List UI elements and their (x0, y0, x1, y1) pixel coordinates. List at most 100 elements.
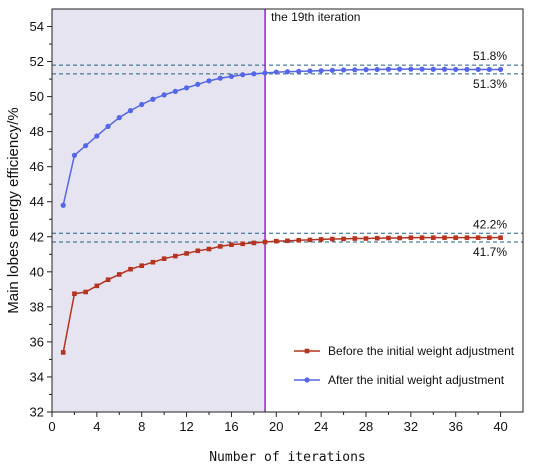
data-point (408, 235, 414, 240)
vertical-marker-label: the 19th iteration (271, 10, 360, 24)
data-point (363, 67, 369, 73)
data-point (386, 235, 391, 241)
x-tick-label: 0 (48, 419, 55, 434)
data-point (173, 253, 178, 259)
legend-label: Before the initial weight adjustment (328, 344, 515, 358)
data-point (116, 272, 122, 277)
data-point (419, 235, 425, 240)
data-point (105, 277, 111, 283)
data-point (475, 235, 481, 240)
data-point (262, 70, 268, 76)
y-tick-label: 32 (30, 405, 44, 420)
data-point (206, 78, 212, 84)
data-point (217, 244, 223, 249)
data-point (464, 66, 470, 73)
data-point (195, 81, 201, 87)
data-point (229, 242, 234, 247)
data-point (430, 66, 436, 72)
data-point (442, 235, 447, 240)
data-point (341, 236, 346, 242)
data-point (94, 133, 100, 139)
data-point (128, 266, 133, 272)
data-point (397, 66, 403, 72)
reference-lines: 51.8% 51.3% 42.2% 41.7% (52, 49, 523, 259)
data-point (330, 236, 335, 242)
data-point (83, 289, 88, 295)
y-tick-label: 52 (30, 54, 44, 69)
series-line-0 (62, 236, 501, 353)
data-point (453, 235, 459, 240)
data-point (307, 68, 313, 74)
x-axis: 0 4 8 12 16 20 24 28 32 36 40 (48, 412, 508, 434)
data-point (284, 69, 291, 75)
data-point (105, 123, 111, 129)
legend-marker (304, 348, 310, 354)
data-point (139, 101, 145, 108)
series-line-1 (62, 68, 501, 206)
x-axis-title: Number of iterations (209, 450, 366, 465)
legend-label: After the initial weight adjustment (328, 373, 505, 387)
data-point (83, 143, 89, 149)
data-point (475, 66, 481, 73)
legend-marker (304, 377, 310, 383)
data-point (251, 240, 257, 246)
data-point (363, 236, 369, 241)
data-point (183, 85, 190, 91)
data-point (329, 67, 335, 73)
x-tick-label: 4 (93, 419, 100, 434)
y-tick-label: 40 (30, 264, 44, 279)
data-point (385, 66, 392, 72)
x-tick-label: 28 (359, 419, 373, 434)
reference-label-0: 51.8% (473, 49, 507, 63)
data-point (296, 237, 302, 243)
y-tick-label: 36 (30, 334, 44, 349)
data-point (352, 67, 358, 73)
data-point (307, 237, 313, 243)
y-axis: 32 34 36 38 40 42 44 46 48 50 52 54 (30, 19, 52, 420)
data-point (374, 66, 380, 73)
data-point (397, 235, 402, 241)
data-point (161, 92, 167, 98)
data-point (498, 235, 503, 240)
data-point (296, 68, 302, 74)
data-point (453, 66, 459, 73)
y-tick-label: 38 (30, 299, 44, 314)
legend-item-0: Before the initial weight adjustment (294, 344, 515, 358)
y-tick-label: 50 (30, 89, 44, 104)
legend-item-1: After the initial weight adjustment (294, 373, 505, 387)
data-point (60, 202, 66, 208)
data-point (340, 67, 347, 73)
data-point (318, 68, 324, 74)
y-tick-label: 34 (30, 369, 44, 384)
y-tick-label: 44 (30, 194, 44, 209)
y-tick-label: 54 (30, 19, 44, 34)
data-point (94, 283, 100, 289)
data-point (150, 259, 156, 265)
reference-label-3: 41.7% (473, 245, 507, 259)
x-tick-label: 8 (138, 419, 145, 434)
x-tick-label: 32 (404, 419, 418, 434)
reference-label-1: 51.3% (473, 77, 507, 91)
data-point (487, 235, 492, 240)
series-after-the-initial-weight-adjustment (60, 66, 504, 208)
reference-label-2: 42.2% (473, 217, 507, 231)
data-point (285, 238, 290, 244)
data-point (139, 263, 145, 268)
data-point (430, 235, 436, 240)
x-tick-label: 20 (269, 419, 283, 434)
data-point (497, 66, 504, 73)
data-point (116, 115, 122, 121)
x-tick-label: 40 (493, 419, 507, 434)
data-point (240, 72, 246, 78)
x-tick-label: 36 (448, 419, 462, 434)
data-point (161, 256, 167, 261)
data-point (251, 71, 257, 77)
x-tick-label: 24 (314, 419, 328, 434)
data-point (486, 66, 492, 73)
data-point (71, 152, 78, 158)
x-tick-label: 16 (224, 419, 238, 434)
data-point (273, 238, 279, 244)
y-tick-label: 46 (30, 159, 44, 174)
data-point (217, 75, 223, 81)
